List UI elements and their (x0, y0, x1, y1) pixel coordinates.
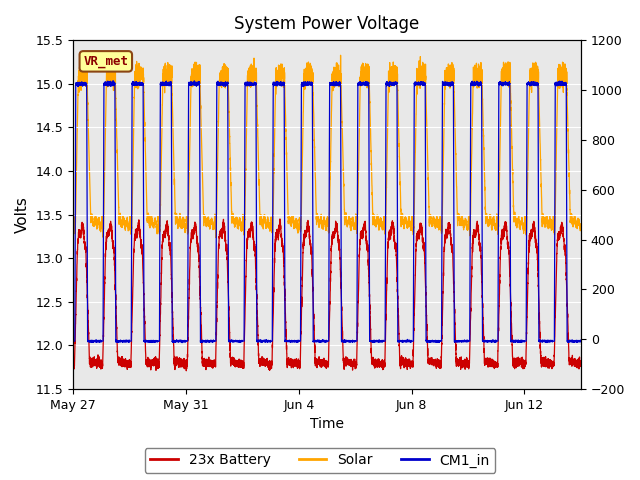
Legend: 23x Battery, Solar, CM1_in: 23x Battery, Solar, CM1_in (145, 448, 495, 473)
Y-axis label: Volts: Volts (15, 196, 30, 233)
Text: VR_met: VR_met (83, 55, 128, 68)
X-axis label: Time: Time (310, 418, 344, 432)
Title: System Power Voltage: System Power Voltage (234, 15, 420, 33)
